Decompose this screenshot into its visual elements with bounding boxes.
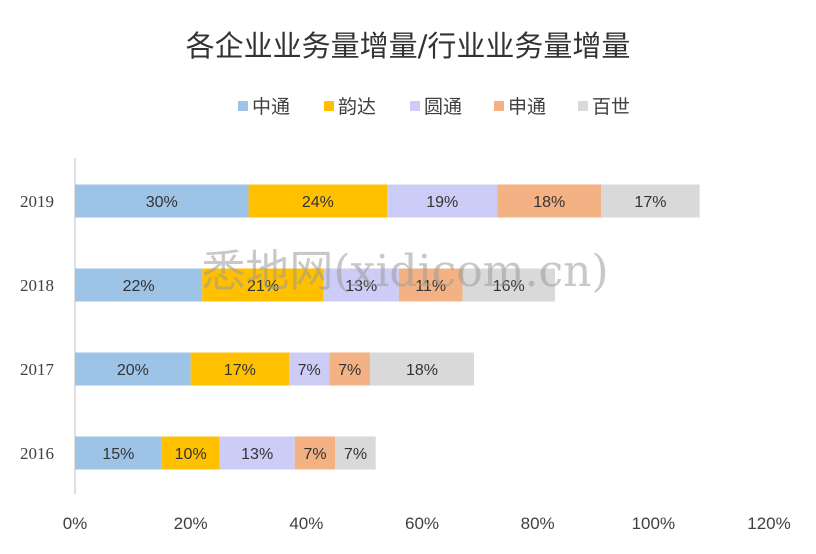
bar-2016-3 [219, 436, 295, 470]
data-label-2018-1: 22% [123, 278, 155, 295]
data-label-2019-2: 24% [302, 194, 334, 211]
data-label-2016-4: 7% [303, 446, 326, 463]
data-label-2018-5: 16% [493, 278, 525, 295]
bar-2017-5 [369, 352, 475, 386]
legend-label-5: 百世 [592, 96, 630, 118]
data-label-2017-3: 7% [298, 362, 321, 379]
bar-2018-5 [462, 268, 556, 302]
x-tick-label: 0% [63, 514, 88, 533]
bar-2017-2 [190, 352, 289, 386]
x-tick-label: 100% [632, 514, 675, 533]
bar-2017-3 [288, 352, 330, 386]
bar-2016-4 [294, 436, 336, 470]
x-tick-label: 40% [289, 514, 323, 533]
bar-2017-4 [329, 352, 370, 386]
data-label-2017-1: 20% [117, 362, 149, 379]
category-label-2018: 2018 [20, 276, 54, 295]
data-label-2019-3: 19% [426, 194, 458, 211]
x-tick-label: 120% [747, 514, 790, 533]
x-tick-labels: 0% 20% 40% 60% 80% 100% 120% [63, 514, 791, 533]
data-label-2017-2: 17% [224, 362, 256, 379]
legend-swatch-1 [238, 101, 248, 111]
data-label-2019-1: 30% [146, 194, 178, 211]
data-label-2016-5: 7% [344, 446, 367, 463]
data-label-2018-3: 13% [345, 278, 377, 295]
data-label-2017-5: 18% [406, 362, 438, 379]
data-label-2017-4: 7% [338, 362, 361, 379]
category-label-2017: 2017 [20, 360, 55, 379]
legend-label-3: 圆通 [424, 96, 462, 118]
bar-2016-2 [161, 436, 220, 470]
bar-2019-3 [387, 184, 498, 218]
watermark: 悉地网(xidicom.cn) [201, 246, 608, 297]
bar-2016-5 [335, 436, 376, 470]
bar-2017-1 [75, 352, 191, 386]
legend-label-2: 韵达 [338, 96, 376, 118]
bar-2019-4 [497, 184, 602, 218]
legend-label-1: 中通 [252, 96, 290, 118]
legend-label-4: 申通 [508, 96, 546, 118]
category-label-2016: 2016 [20, 444, 54, 463]
legend-swatch-4 [494, 101, 504, 111]
bar-2019-5 [601, 184, 700, 218]
category-label-2019: 2019 [20, 192, 54, 211]
data-label-2016-3: 13% [241, 446, 273, 463]
data-label-2018-2: 21% [247, 278, 279, 295]
bar-2018-3 [323, 268, 399, 302]
data-label-2019-5: 17% [634, 194, 666, 211]
legend-swatch-3 [410, 101, 420, 111]
x-tick-label: 20% [174, 514, 208, 533]
bar-2018-2 [202, 268, 324, 302]
data-label-2016-1: 15% [102, 446, 134, 463]
chart-title: 各企业业务量增量/行业业务量增量 [186, 29, 631, 63]
bar-2016-1 [75, 436, 162, 470]
data-label-2018-4: 11% [415, 278, 446, 295]
bar-2018-1 [75, 268, 203, 302]
category-labels: 2019 2018 2017 2016 [20, 192, 55, 463]
data-label-2016-2: 10% [175, 446, 207, 463]
x-tick-label: 60% [405, 514, 439, 533]
legend: 中通 韵达 圆通 申通 百世 [238, 96, 630, 118]
bar-2019-2 [248, 184, 388, 218]
legend-swatch-2 [324, 101, 334, 111]
data-label-2019-4: 18% [533, 194, 565, 211]
bar-2019-1 [75, 184, 249, 218]
bar-2018-4 [398, 268, 463, 302]
bars: 30% 24% 19% 18% 17% 22% 21% 13% 11% 16% 20% 17% 7% 7%… [75, 184, 700, 470]
legend-swatch-5 [578, 101, 588, 111]
x-tick-label: 80% [521, 514, 555, 533]
